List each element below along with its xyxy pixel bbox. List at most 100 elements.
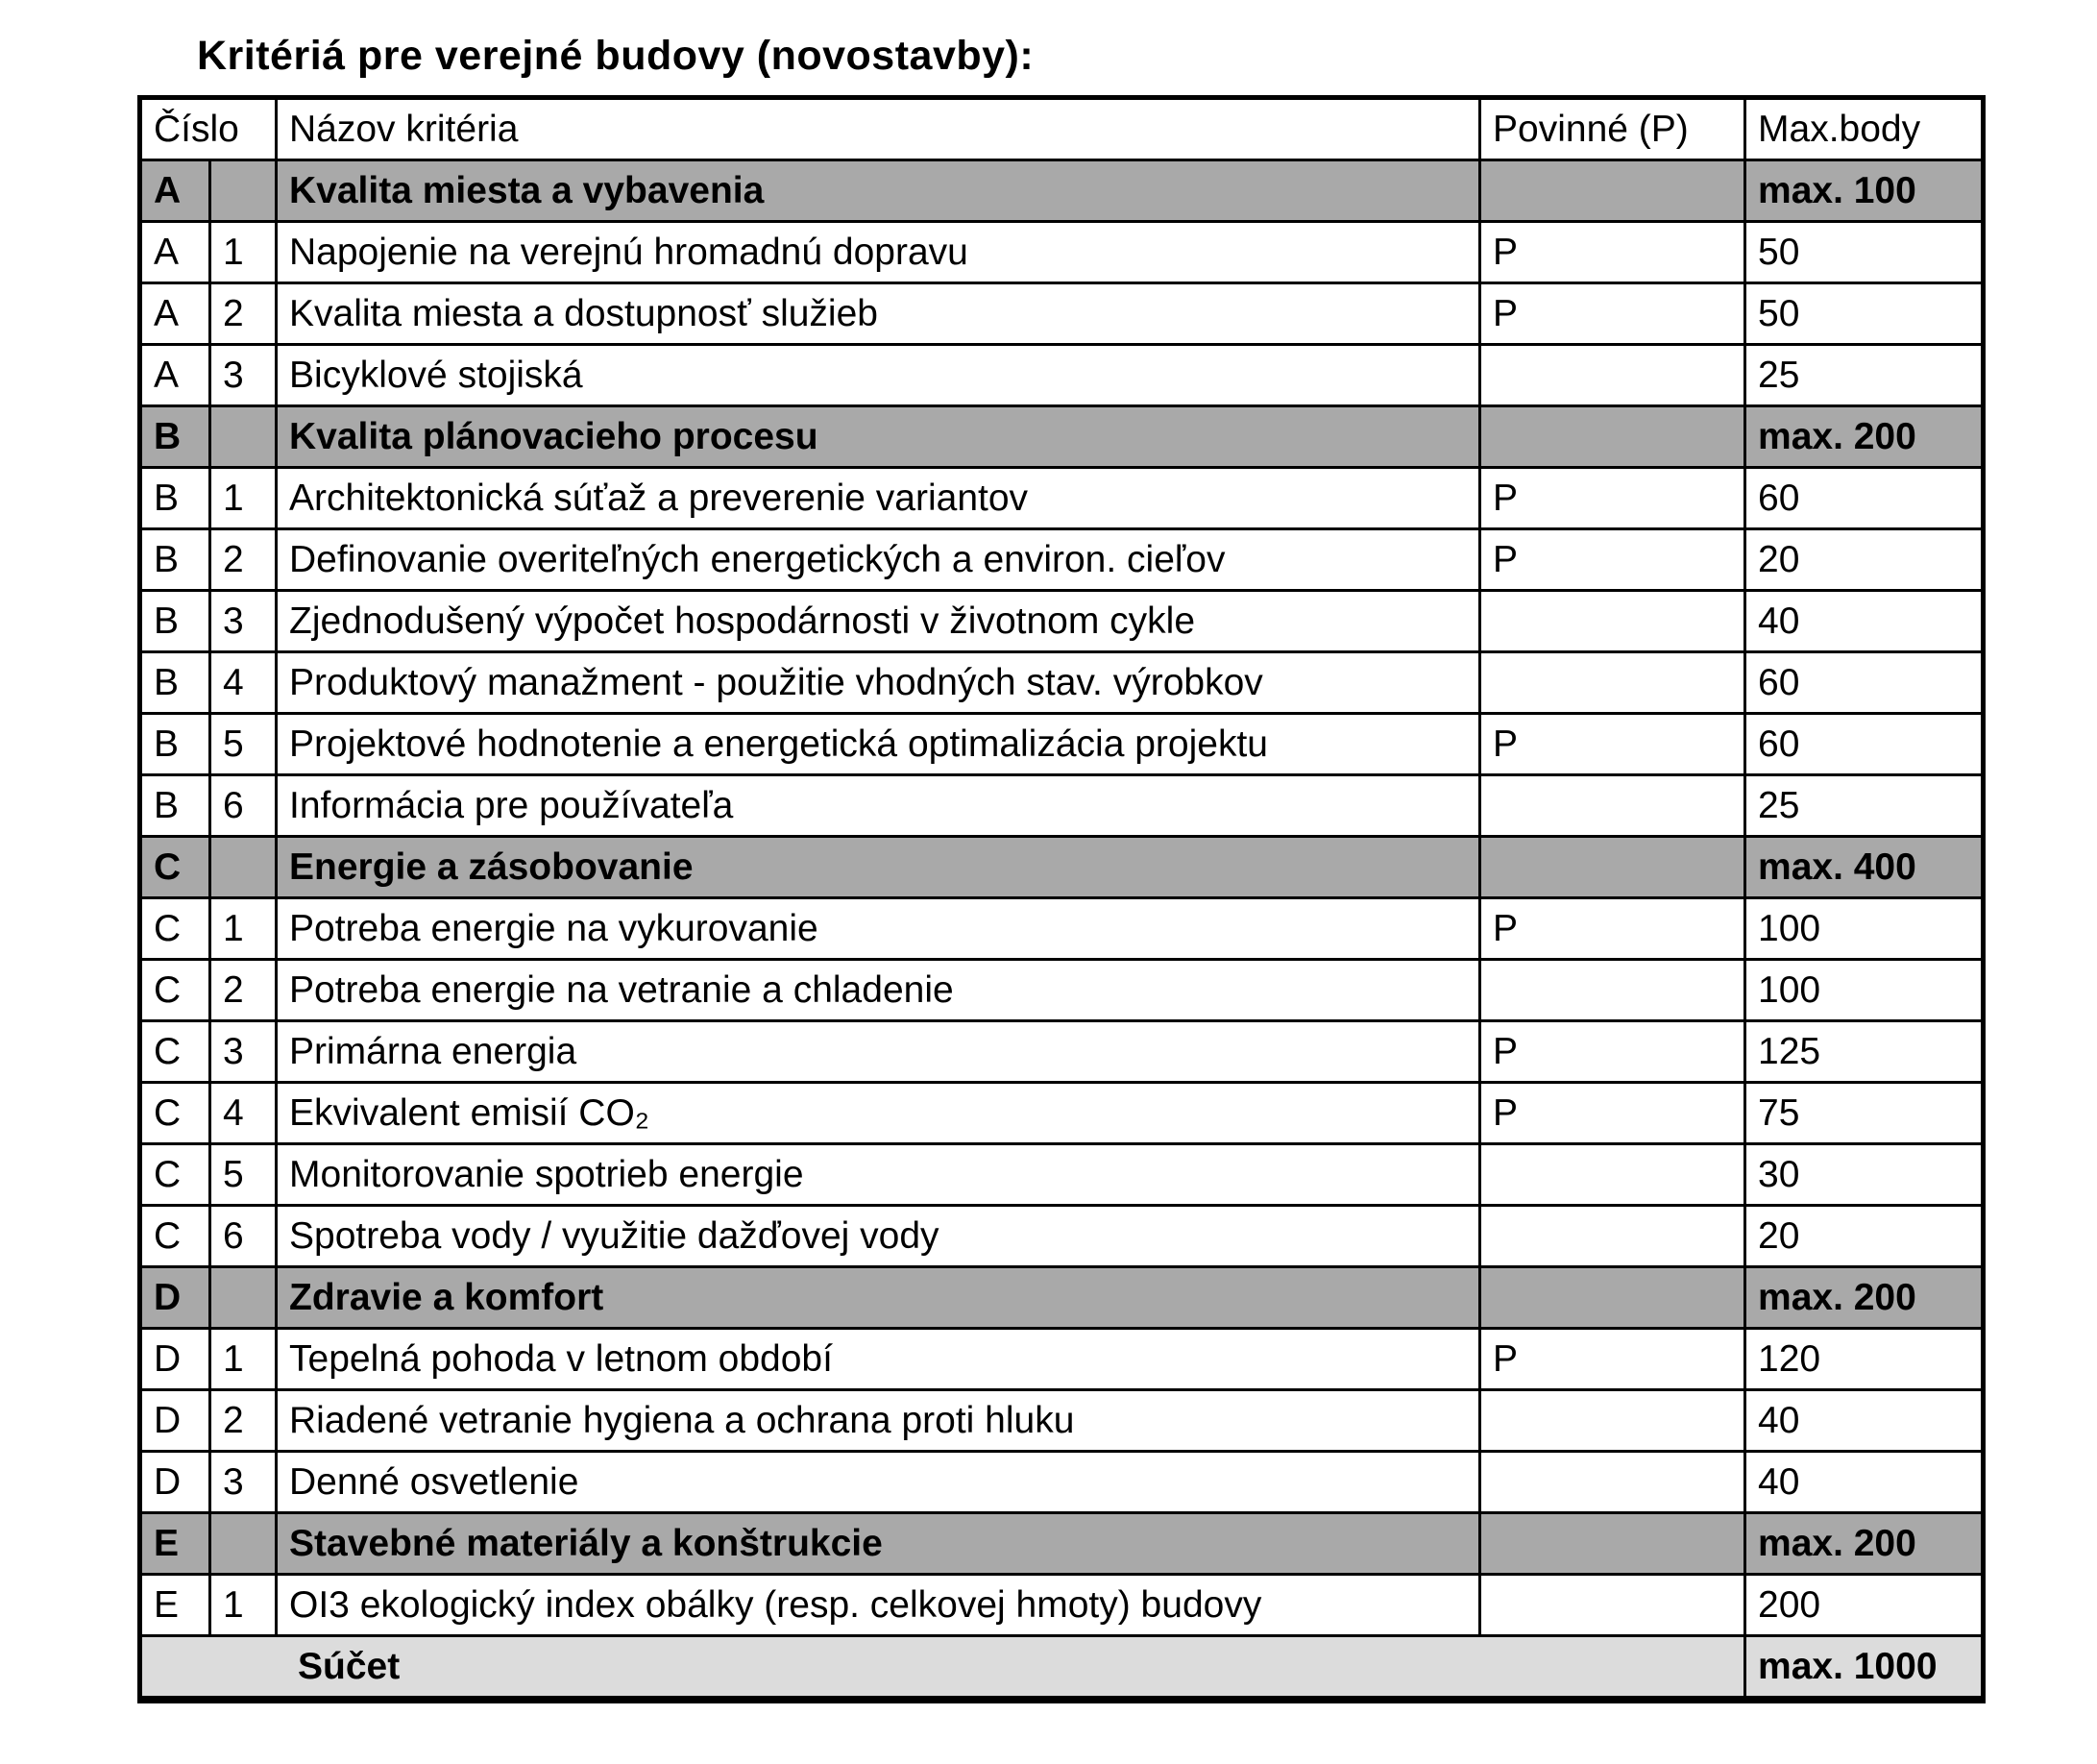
- mandatory-cell: [1478, 650, 1747, 715]
- letter-cell: B: [138, 527, 211, 592]
- letter-cell: A: [138, 220, 211, 284]
- mandatory-cell: P: [1478, 896, 1747, 961]
- number-cell: 1: [207, 1573, 279, 1637]
- number-cell: [207, 159, 279, 223]
- points-cell: 60: [1743, 712, 1986, 776]
- number-cell: 2: [207, 282, 279, 346]
- points-cell: 40: [1743, 1450, 1986, 1514]
- header-row: Číslo Názov kritéria Povinné (P) Max.bod…: [137, 96, 1986, 161]
- mandatory-cell: [1478, 404, 1747, 469]
- points-cell: 50: [1743, 282, 1986, 346]
- mandatory-cell: P: [1478, 1081, 1747, 1145]
- number-cell: 2: [207, 1388, 279, 1453]
- letter-cell: A: [138, 343, 211, 407]
- mandatory-cell: [1478, 1388, 1747, 1453]
- name-cell: Bicyklové stojiská: [275, 343, 1482, 407]
- points-cell: 125: [1743, 1019, 1986, 1084]
- number-cell: 2: [207, 958, 279, 1022]
- mandatory-cell: [1478, 1573, 1747, 1637]
- col-header-maxbody: Max.body: [1743, 96, 1986, 161]
- criteria-row-C1: C 1 Potreba energie na vykurovanie P 100: [138, 896, 1986, 961]
- name-cell: Spotreba vody / využitie dažďovej vody: [275, 1204, 1482, 1268]
- letter-cell: B: [138, 466, 211, 530]
- letter-cell: B: [138, 589, 211, 653]
- criteria-row-B2: B 2 Definovanie overiteľných energetických…: [138, 527, 1986, 592]
- col-header-povinne: Povinné (P): [1478, 96, 1747, 161]
- mandatory-cell: [1478, 835, 1747, 899]
- number-cell: 1: [207, 466, 279, 530]
- mandatory-cell: [1478, 159, 1747, 223]
- mandatory-cell: [1478, 343, 1747, 407]
- name-cell: Tepelná pohoda v letnom období: [275, 1327, 1482, 1391]
- letter-cell: C: [138, 1142, 211, 1207]
- name-cell: Projektové hodnotenie a energetická opti…: [275, 712, 1482, 776]
- number-cell: 1: [207, 896, 279, 961]
- points-cell: max. 100: [1743, 159, 1986, 223]
- number-cell: [207, 1511, 279, 1576]
- number-cell: 5: [207, 712, 279, 776]
- mandatory-cell: [1478, 1450, 1747, 1514]
- criteria-row-D3: D 3 Denné osvetlenie 40: [138, 1450, 1986, 1514]
- criteria-table: Číslo Názov kritéria Povinné (P) Max.bod…: [137, 95, 1987, 1703]
- section-row-C: C Energie a zásobovanie max. 400: [138, 835, 1986, 899]
- criteria-row-B1: B 1 Architektonická súťaž a preverenie var…: [138, 466, 1986, 530]
- criteria-row-B6: B 6 Informácia pre používateľa 25: [138, 773, 1986, 838]
- points-cell: 100: [1743, 896, 1986, 961]
- name-cell: Riadené vetranie hygiena a ochrana proti…: [275, 1388, 1482, 1453]
- name-cell: OI3 ekologický index obálky (resp. celko…: [275, 1573, 1482, 1637]
- criteria-row-C2: C 2 Potreba energie na vetranie a chladeni…: [138, 958, 1986, 1022]
- letter-cell: D: [138, 1388, 211, 1453]
- name-cell: Informácia pre používateľa: [275, 773, 1482, 838]
- letter-cell: B: [138, 712, 211, 776]
- section-row-B: B Kvalita plánovacieho procesu max. 200: [138, 404, 1986, 469]
- page-title: Kritériá pre verejné budovy (novostavby)…: [197, 33, 1035, 79]
- points-cell: 20: [1743, 527, 1986, 592]
- number-cell: 1: [207, 1327, 279, 1391]
- number-cell: [207, 404, 279, 469]
- mandatory-cell: [1478, 1142, 1747, 1207]
- number-cell: [207, 835, 279, 899]
- letter-cell: A: [138, 159, 211, 223]
- criteria-row-D1: D 1 Tepelná pohoda v letnom období P 120: [138, 1327, 1986, 1391]
- name-cell: Potreba energie na vetranie a chladenie: [275, 958, 1482, 1022]
- section-row-E: E Stavebné materiály a konštrukcie max. 20…: [138, 1511, 1986, 1576]
- letter-cell: C: [138, 1204, 211, 1268]
- letter-cell: B: [138, 404, 211, 469]
- name-cell: Monitorovanie spotrieb energie: [275, 1142, 1482, 1207]
- name-cell: Kvalita plánovacieho procesu: [275, 404, 1482, 469]
- letter-cell: B: [138, 650, 211, 715]
- points-cell: 40: [1743, 1388, 1986, 1453]
- number-cell: 3: [207, 589, 279, 653]
- name-cell: Napojenie na verejnú hromadnú dopravu: [275, 220, 1482, 284]
- col-header-cislo: Číslo: [137, 96, 279, 161]
- number-cell: 3: [207, 1450, 279, 1514]
- criteria-row-E1: E 1 OI3 ekologický index obálky (resp. cel…: [138, 1573, 1986, 1637]
- points-cell: 100: [1743, 958, 1986, 1022]
- criteria-row-A2: A 2 Kvalita miesta a dostupnosť služieb P 50: [138, 282, 1986, 346]
- letter-cell: C: [138, 835, 211, 899]
- criteria-row-C4: C 4 Ekvivalent emisií CO₂ P 75: [138, 1081, 1986, 1145]
- points-cell: max. 400: [1743, 835, 1986, 899]
- letter-cell: C: [138, 896, 211, 961]
- letter-cell: D: [138, 1327, 211, 1391]
- number-cell: 4: [207, 650, 279, 715]
- document-page: Kritériá pre verejné budovy (novostavby)…: [137, 33, 1987, 1703]
- mandatory-cell: [1478, 1204, 1747, 1268]
- number-cell: 5: [207, 1142, 279, 1207]
- number-cell: 2: [207, 527, 279, 592]
- criteria-row-C5: C 5 Monitorovanie spotrieb energie 30: [138, 1142, 1986, 1207]
- letter-cell: C: [138, 1019, 211, 1084]
- section-row-D: D Zdravie a komfort max. 200: [138, 1265, 1986, 1330]
- number-cell: [207, 1265, 279, 1330]
- name-cell: Definovanie overiteľných energetických a…: [275, 527, 1482, 592]
- mandatory-cell: [1478, 773, 1747, 838]
- criteria-row-C3: C 3 Primárna energia P 125: [138, 1019, 1986, 1084]
- total-points-cell: max. 1000: [1743, 1634, 1986, 1702]
- criteria-row-B4: B 4 Produktový manažment - použitie vhodný…: [138, 650, 1986, 715]
- mandatory-cell: [1478, 1511, 1747, 1576]
- points-cell: max. 200: [1743, 1511, 1986, 1576]
- criteria-table-body: A Kvalita miesta a vybavenia max. 100 A 1 Nap…: [137, 159, 1986, 1702]
- points-cell: 30: [1743, 1142, 1986, 1207]
- points-cell: 75: [1743, 1081, 1986, 1145]
- criteria-row-A3: A 3 Bicyklové stojiská 25: [138, 343, 1986, 407]
